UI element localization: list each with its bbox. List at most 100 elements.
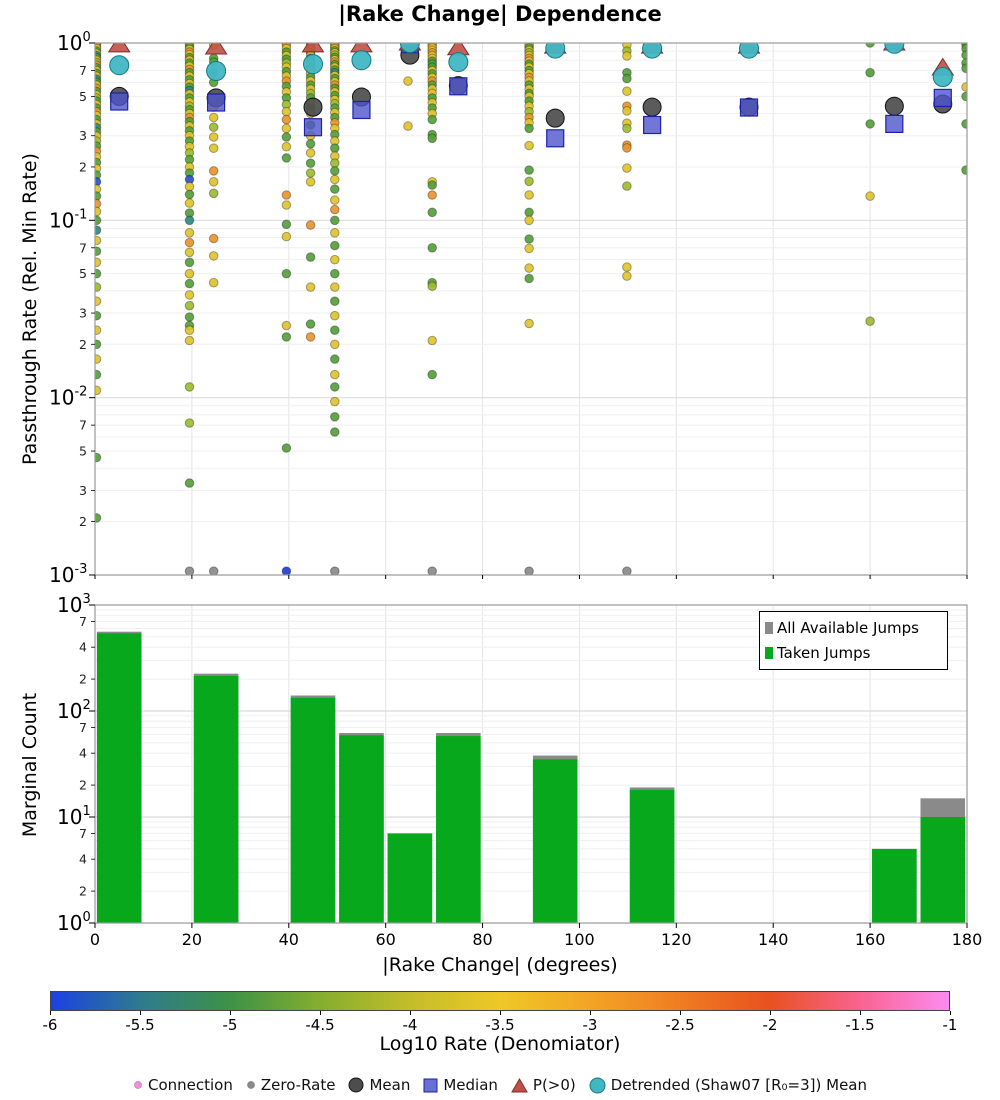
- y-minor-tick-label: 7: [79, 826, 87, 841]
- scatter-dot: [330, 310, 340, 321]
- scatter-dot: [330, 282, 340, 292]
- detrended-marker: [545, 43, 566, 59]
- scatter-dot: [281, 141, 292, 152]
- bar-taken: [629, 789, 675, 923]
- bar-taken: [96, 633, 142, 923]
- colorbar-tick-label: -3: [582, 1016, 598, 1034]
- scatter-dot: [281, 132, 292, 142]
- scatter-dot: [427, 243, 438, 253]
- colorbar-tick-label: -1.5: [845, 1016, 875, 1034]
- y-minor-tick-label: 2: [79, 159, 87, 174]
- y-minor-tick-label: 7: [79, 418, 87, 433]
- scatter-dot: [330, 195, 340, 205]
- y-minor-tick-label: 3: [79, 483, 87, 498]
- colorbar-tick: [860, 1011, 861, 1015]
- scatter-dot: [427, 369, 438, 380]
- y-tick-label: 10-3: [49, 562, 87, 587]
- y-minor-tick-label: 2: [79, 514, 87, 529]
- scatter-dot: [184, 247, 195, 258]
- scatter-dot: [330, 427, 340, 437]
- marker-legend: Connection Zero-Rate Mean Median P(>0) D…: [0, 1072, 1000, 1098]
- detrended-marker: [932, 67, 953, 87]
- bar-taken: [872, 848, 917, 923]
- top-y-axis-label: Passthrough Rate (Rel. Min Rate): [19, 153, 41, 465]
- colorbar-tick-label: -3.5: [485, 1016, 515, 1034]
- scatter-dot: [427, 335, 438, 346]
- median-marker: [546, 129, 565, 148]
- scatter-dot: [330, 396, 340, 407]
- median-marker: [885, 114, 904, 134]
- y-minor-tick-label: 3: [79, 306, 87, 321]
- bar-taken: [532, 759, 578, 923]
- colorbar-ticks: -6 -5.5 -5 -4.5 -4 -3.5 -3 -2.5 -2 -1.5 -1: [0, 1011, 1000, 1041]
- scatter-dot: [281, 268, 292, 279]
- scatter-dot: [95, 339, 102, 350]
- scatter-dot: [95, 513, 102, 523]
- taken-swatch-icon: [765, 646, 773, 659]
- y-tick-label: 100: [57, 910, 91, 935]
- scatter-dot: [281, 566, 292, 575]
- scatter-dot: [524, 273, 534, 284]
- scatter-dot: [524, 215, 534, 226]
- scatter-dot: [184, 418, 195, 428]
- y-minor-tick-label: 4: [79, 746, 87, 761]
- scatter-dot: [330, 296, 340, 307]
- scatter-dot: [524, 234, 534, 244]
- colorbar-label: Log10 Rate (Denomiator): [379, 1033, 621, 1055]
- scatter-dot: [622, 181, 632, 191]
- scatter-dot: [330, 339, 340, 350]
- colorbar-tick: [50, 1011, 51, 1015]
- scatter-dot: [622, 106, 632, 116]
- scatter-dot: [281, 200, 292, 210]
- scatter-dot: [208, 177, 219, 187]
- colorbar-tick: [950, 1011, 951, 1015]
- median-marker: [303, 118, 323, 137]
- histogram-legend: All Available Jumps Taken Jumps: [759, 611, 948, 670]
- colorbar-tick: [140, 1011, 141, 1015]
- y-tick-label: 100: [57, 30, 91, 55]
- scatter-dot: [330, 268, 340, 279]
- scatter-dot: [622, 123, 632, 134]
- bar-taken: [387, 833, 433, 923]
- y-minor-tick-label: 5: [79, 266, 87, 281]
- scatter-dot: [305, 177, 316, 187]
- scatter-dot: [305, 252, 316, 262]
- x-tick-label: 160: [855, 930, 886, 949]
- legend-item-p0: P(>0): [511, 1076, 576, 1094]
- scatter-dot: [184, 268, 195, 279]
- scatter-dot: [330, 174, 340, 185]
- scatter-dot: [865, 119, 875, 129]
- scatter-dot: [281, 219, 292, 230]
- x-tick-label: 0: [90, 930, 100, 949]
- bottom-y-axis-label: Marginal Count: [19, 692, 41, 838]
- p0-marker: [301, 43, 325, 53]
- y-minor-tick-label: 7: [79, 240, 87, 255]
- bar-taken: [339, 735, 384, 923]
- scatter-dot: [427, 281, 438, 292]
- scatter-dot: [95, 235, 102, 246]
- scatter-dot: [95, 282, 102, 292]
- scatter-dot: [184, 325, 195, 336]
- y-minor-tick-label: 5: [79, 89, 87, 104]
- y-minor-tick-label: 5: [79, 444, 87, 459]
- scatter-dot: [305, 282, 316, 292]
- scatter-dot: [305, 332, 316, 342]
- p0-marker: [350, 43, 373, 53]
- scatter-dot: [330, 215, 340, 226]
- scatter-dot: [961, 82, 967, 92]
- colorbar-tick: [500, 1011, 501, 1015]
- scatter-dot: [184, 257, 195, 268]
- scatter-dot: [281, 106, 292, 117]
- bar-taken: [193, 675, 239, 923]
- y-minor-tick-label: 2: [79, 672, 87, 687]
- legend-item-mean: Mean: [348, 1076, 410, 1094]
- scatter-dot: [524, 318, 534, 329]
- detrended-marker: [109, 55, 130, 76]
- legend-item-label: Taken Jumps: [777, 643, 871, 662]
- colorbar-tick: [770, 1011, 771, 1015]
- y-minor-tick-label: 7: [79, 614, 87, 629]
- x-axis-label: |Rake Change| (degrees): [382, 954, 618, 976]
- x-tick-label: 180: [952, 930, 983, 949]
- detrended-circle-icon: [589, 1077, 606, 1093]
